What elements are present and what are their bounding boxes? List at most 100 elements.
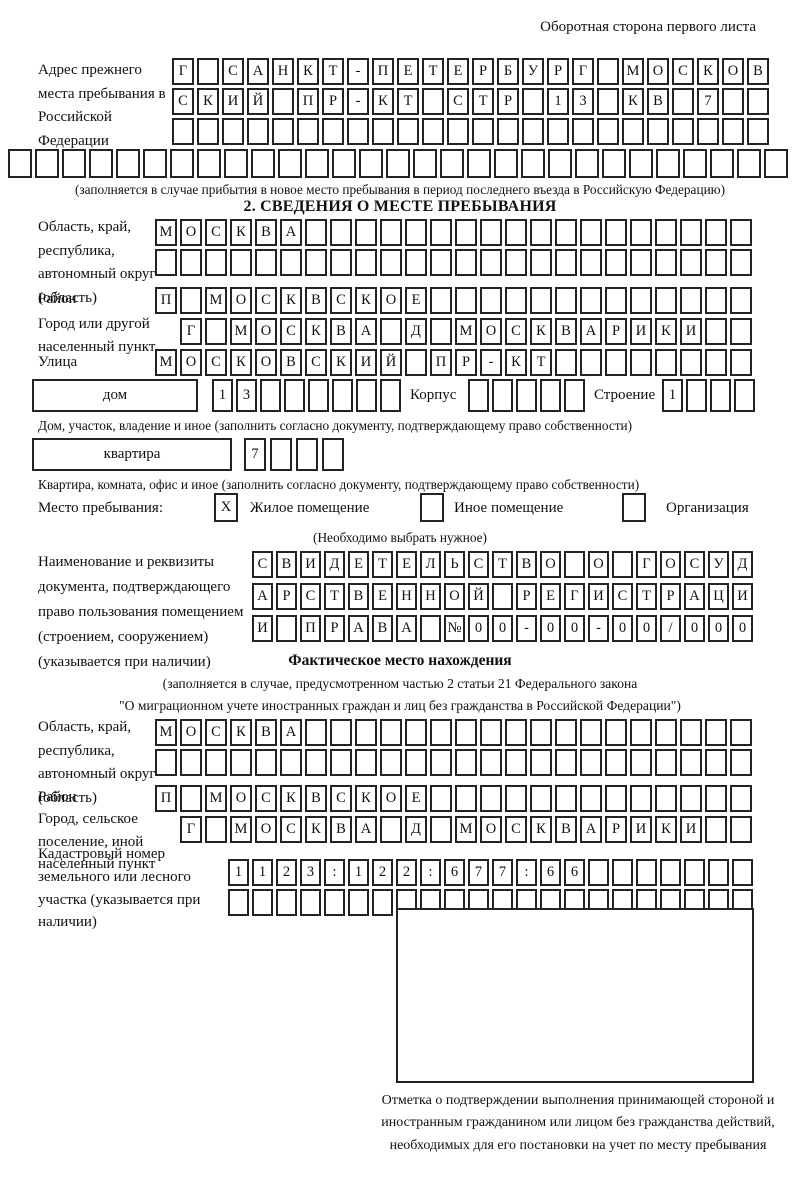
char-box: К [372,88,394,115]
char-box: 6 [540,859,561,886]
char-box: 0 [540,615,561,642]
char-box: С [255,287,277,314]
char-box [252,889,273,916]
char-box: 6 [564,859,585,886]
char-box [330,219,352,246]
char-box [116,149,140,178]
char-box: - [588,615,609,642]
char-box: О [722,58,744,85]
char-box: Т [472,88,494,115]
char-box [747,118,769,145]
korpus-label: Корпус [410,387,457,403]
char-box [737,149,761,178]
char-box [680,785,702,812]
char-box: Д [732,551,753,578]
char-box: 0 [732,615,753,642]
char-box: В [555,318,577,345]
char-box [455,749,477,776]
char-box [322,438,344,471]
char-box: С [684,551,705,578]
char-box: К [655,816,677,843]
char-box: С [172,88,194,115]
confirmation-stamp-box [396,908,754,1083]
char-box: 3 [300,859,321,886]
char-box [180,749,202,776]
char-box: 1 [252,859,273,886]
char-box [355,749,377,776]
char-box [602,149,626,178]
char-box [722,88,744,115]
char-box: Г [180,318,202,345]
char-box [397,118,419,145]
char-box: У [522,58,544,85]
char-box [480,719,502,746]
char-box [324,889,345,916]
char-box [732,859,753,886]
char-box: Т [324,583,345,610]
char-box: П [430,349,452,376]
char-box: / [660,615,681,642]
char-box: О [180,349,202,376]
char-box: : [420,859,441,886]
char-box [686,379,707,412]
char-box: О [647,58,669,85]
char-box [480,749,502,776]
char-box [430,816,452,843]
region-row-2 [155,249,755,276]
char-box: В [305,785,327,812]
char-box [480,287,502,314]
char-box [155,249,177,276]
char-box: 0 [612,615,633,642]
char-box: В [280,349,302,376]
char-box [505,249,527,276]
char-box [197,149,221,178]
char-box [555,749,577,776]
char-box: С [205,219,227,246]
char-box: В [348,583,369,610]
char-box [705,816,727,843]
char-box: У [708,551,729,578]
char-box: О [660,551,681,578]
char-box [276,615,297,642]
char-box [467,149,491,178]
char-box: Р [547,58,569,85]
char-box [430,219,452,246]
char-box [251,149,275,178]
char-box: Л [420,551,441,578]
char-box [205,318,227,345]
char-box: С [205,349,227,376]
char-box [430,318,452,345]
char-box [705,249,727,276]
region-label: Область, край, республика, автономный ок… [38,219,156,307]
char-box: К [355,287,377,314]
char-box: К [280,287,302,314]
char-box: К [622,88,644,115]
char-box [655,219,677,246]
char-box [705,349,727,376]
char-box: А [348,615,369,642]
stroenie-label: Строение [594,387,656,403]
char-box: В [330,318,352,345]
confirmation-stamp-note: Отметка о подтверждении выполнения прини… [381,1093,775,1153]
char-box: 0 [564,615,585,642]
char-box: Г [572,58,594,85]
char-box: 2 [372,859,393,886]
char-box: В [305,287,327,314]
char-box: 3 [572,88,594,115]
char-box [280,749,302,776]
char-box: К [530,318,552,345]
char-box: И [630,318,652,345]
char-box [530,749,552,776]
char-box: В [747,58,769,85]
char-box: О [255,816,277,843]
char-box: В [647,88,669,115]
char-box: Е [447,58,469,85]
char-box: Д [405,816,427,843]
char-box [605,219,627,246]
char-box [605,785,627,812]
char-box [530,287,552,314]
char-box [660,859,681,886]
